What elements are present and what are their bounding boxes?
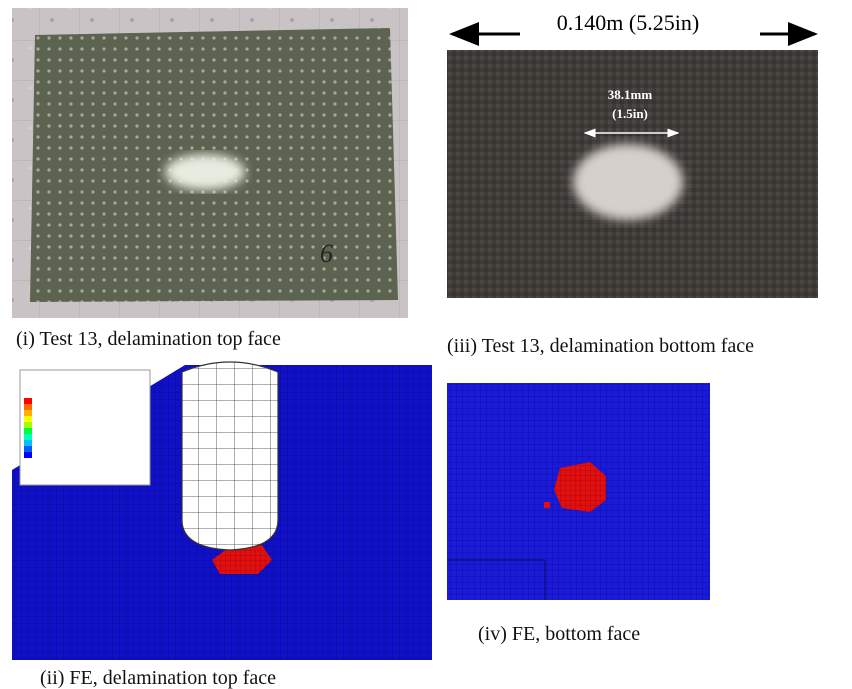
dimension-label: (1.5in) bbox=[612, 106, 648, 121]
photo-bottom-face: 0.140m (5.25in) 38.1mm (1.5in) bbox=[447, 10, 818, 298]
figure: 6 (i) Test 13, delamination top face 0.1… bbox=[0, 0, 852, 689]
fe-top-face bbox=[12, 362, 432, 660]
caption: (ii) FE, delamination top face bbox=[40, 667, 276, 689]
dimension-label: 38.1mm bbox=[608, 87, 653, 102]
photo-top-face: 6 bbox=[12, 8, 408, 318]
annotation: 6 bbox=[320, 239, 333, 268]
caption: (i) Test 13, delamination top face bbox=[16, 328, 281, 350]
dimension-label: 0.140m (5.25in) bbox=[557, 10, 699, 35]
fe-bottom-face bbox=[447, 383, 710, 600]
caption: (iv) FE, bottom face bbox=[478, 623, 640, 645]
caption: (iii) Test 13, delamination bottom face bbox=[447, 335, 754, 357]
